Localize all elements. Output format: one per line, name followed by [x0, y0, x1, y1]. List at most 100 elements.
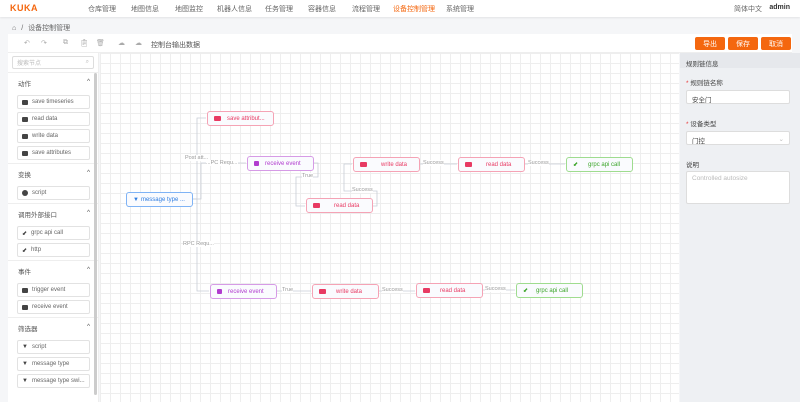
palette-item[interactable]: write data [17, 129, 90, 143]
edge-label: Success [485, 286, 506, 292]
node-read-data[interactable]: read data [416, 283, 483, 298]
action-icon [465, 162, 472, 167]
plug-icon: ⬋ [573, 162, 579, 168]
palette-section-header[interactable]: 变换 ^ [8, 163, 98, 183]
nav-item-active[interactable]: 设备控制管理 [393, 6, 435, 13]
user-menu[interactable]: admin [769, 4, 790, 11]
palette-scrollbar[interactable] [94, 73, 97, 395]
action-icon [423, 288, 430, 293]
palette-section-header[interactable]: 事件 ^ [8, 260, 98, 280]
paste-icon[interactable]: 📋︎ [80, 40, 89, 47]
device-type-select[interactable]: 门控 ⌄ [686, 131, 790, 145]
action-icon [22, 116, 28, 122]
panel-title: 规则链信息 [680, 53, 800, 68]
chevron-down-icon: ⌄ [778, 136, 784, 143]
palette-item[interactable]: script [17, 186, 90, 200]
palette-item[interactable]: read data [17, 112, 90, 126]
edge-rpc-bottom [196, 199, 209, 292]
console-output-label[interactable]: 控制台输出数据 [151, 42, 200, 49]
node-search-input[interactable]: 搜索节点 ⌕ [12, 56, 94, 69]
palette-item[interactable]: ⬋ http [17, 243, 90, 257]
breadcrumb: ⌂ / 设备控制管理 [12, 23, 70, 33]
palette-section-header[interactable]: 筛选器 ^ [8, 317, 98, 337]
palette-item[interactable]: save attributes [17, 146, 90, 160]
nav-item[interactable]: 地图信息 [131, 6, 159, 13]
undo-icon[interactable]: ↶ [24, 40, 30, 47]
language-switch[interactable]: 简体中文 [734, 6, 762, 13]
rule-chain-info-panel: 规则链信息 * 规则链名称 安全门 * 设备类型 门控 ⌄ 说明 Controll… [680, 53, 800, 402]
name-label: * 规则链名称 [686, 80, 723, 87]
filter-icon: ▼ [22, 344, 28, 350]
node-receive-event[interactable]: receive event [247, 156, 314, 171]
plug-icon: ⬋ [22, 247, 28, 254]
nav-item[interactable]: 机器人信息 [217, 6, 252, 13]
kuka-logo: KUKA [10, 3, 38, 13]
palette-item[interactable]: save timeseries [17, 95, 90, 109]
filter-icon: ▼ [22, 378, 28, 384]
zoom-in-icon[interactable]: ☁︎ [135, 40, 142, 47]
save-button[interactable]: 保存 [728, 37, 758, 50]
palette-section-header[interactable]: 动作 ^ [8, 72, 98, 92]
node-save-attributes[interactable]: save attribut... [207, 111, 274, 126]
edge-rpc-top [193, 162, 246, 200]
description-textarea[interactable]: Controlled autosize [686, 171, 790, 204]
toolbar: ↶ ↷ ⧉ 📋︎ 🗑︎ ☁︎ ☁︎ 控制台输出数据 导出 保存 取消 [8, 34, 792, 53]
palette-item[interactable]: ⬋ grpc api call [17, 226, 90, 240]
redo-icon[interactable]: ↷ [41, 40, 47, 47]
chevron-up-icon[interactable]: ^ [86, 78, 90, 85]
zoom-out-icon[interactable]: ☁︎ [118, 40, 125, 47]
chevron-up-icon[interactable]: ^ [86, 323, 90, 330]
node-read-data[interactable]: read data [458, 157, 525, 172]
action-icon [313, 203, 320, 208]
node-write-data[interactable]: write data [312, 284, 379, 299]
node-message-type[interactable]: ▼ message type ... [126, 192, 193, 207]
node-read-data[interactable]: read data [306, 198, 373, 213]
palette-item[interactable]: receive event [17, 300, 90, 314]
palette-section-header[interactable]: 调用外部接口 ^ [8, 203, 98, 223]
palette-item[interactable]: ▼ message type [17, 357, 90, 371]
edge-label: ...PC Requ... [206, 160, 238, 166]
palette-item[interactable]: ▼ message type swi... [17, 374, 90, 388]
edge-label: Success [423, 160, 444, 166]
edge-label: Success [382, 287, 403, 293]
action-icon [214, 116, 221, 121]
plug-icon: ⬋ [22, 230, 28, 237]
top-nav: KUKA 仓库管理 地图信息 地图监控 机器人信息 任务管理 容器信息 流程管理… [0, 0, 800, 17]
rule-chain-canvas[interactable]: Post att... ...PC Requ... RPC Requ... Tr… [100, 53, 679, 402]
breadcrumb-current: 设备控制管理 [28, 25, 71, 32]
filter-icon: ▼ [133, 196, 139, 203]
event-icon [217, 289, 222, 294]
action-icon [319, 289, 326, 294]
chevron-up-icon[interactable]: ^ [86, 266, 90, 273]
edge-label: True [302, 173, 314, 179]
nav-item[interactable]: 系统管理 [446, 6, 474, 13]
action-icon [22, 99, 28, 105]
chevron-up-icon[interactable]: ^ [86, 209, 90, 216]
event-icon [22, 304, 28, 310]
copy-icon[interactable]: ⧉ [63, 39, 68, 46]
script-icon [22, 190, 28, 196]
nav-item[interactable]: 任务管理 [265, 6, 293, 13]
home-icon[interactable]: ⌂ [12, 24, 17, 32]
node-receive-event[interactable]: receive event [210, 284, 277, 299]
nav-item[interactable]: 容器信息 [308, 6, 336, 13]
filter-icon: ▼ [22, 361, 28, 367]
nav-item[interactable]: 流程管理 [352, 6, 380, 13]
action-icon [22, 150, 28, 156]
export-button[interactable]: 导出 [695, 37, 725, 50]
node-write-data[interactable]: write data [353, 157, 420, 172]
palette-item[interactable]: ▼ script [17, 340, 90, 354]
palette-item[interactable]: trigger event [17, 283, 90, 297]
action-icon [360, 162, 367, 167]
edge-label: Post att... [185, 155, 209, 161]
action-icon [22, 133, 28, 139]
chevron-up-icon[interactable]: ^ [86, 169, 90, 176]
nav-item[interactable]: 仓库管理 [88, 6, 116, 13]
nav-item[interactable]: 地图监控 [175, 6, 203, 13]
node-grpc-api-call[interactable]: ⬋ grpc api call [566, 157, 633, 172]
edge-label: True [282, 287, 294, 293]
rule-chain-name-input[interactable]: 安全门 [686, 90, 790, 104]
node-grpc-api-call[interactable]: ⬋ grpc api call [516, 283, 583, 298]
delete-icon[interactable]: 🗑︎ [96, 40, 105, 47]
cancel-button[interactable]: 取消 [761, 37, 791, 50]
